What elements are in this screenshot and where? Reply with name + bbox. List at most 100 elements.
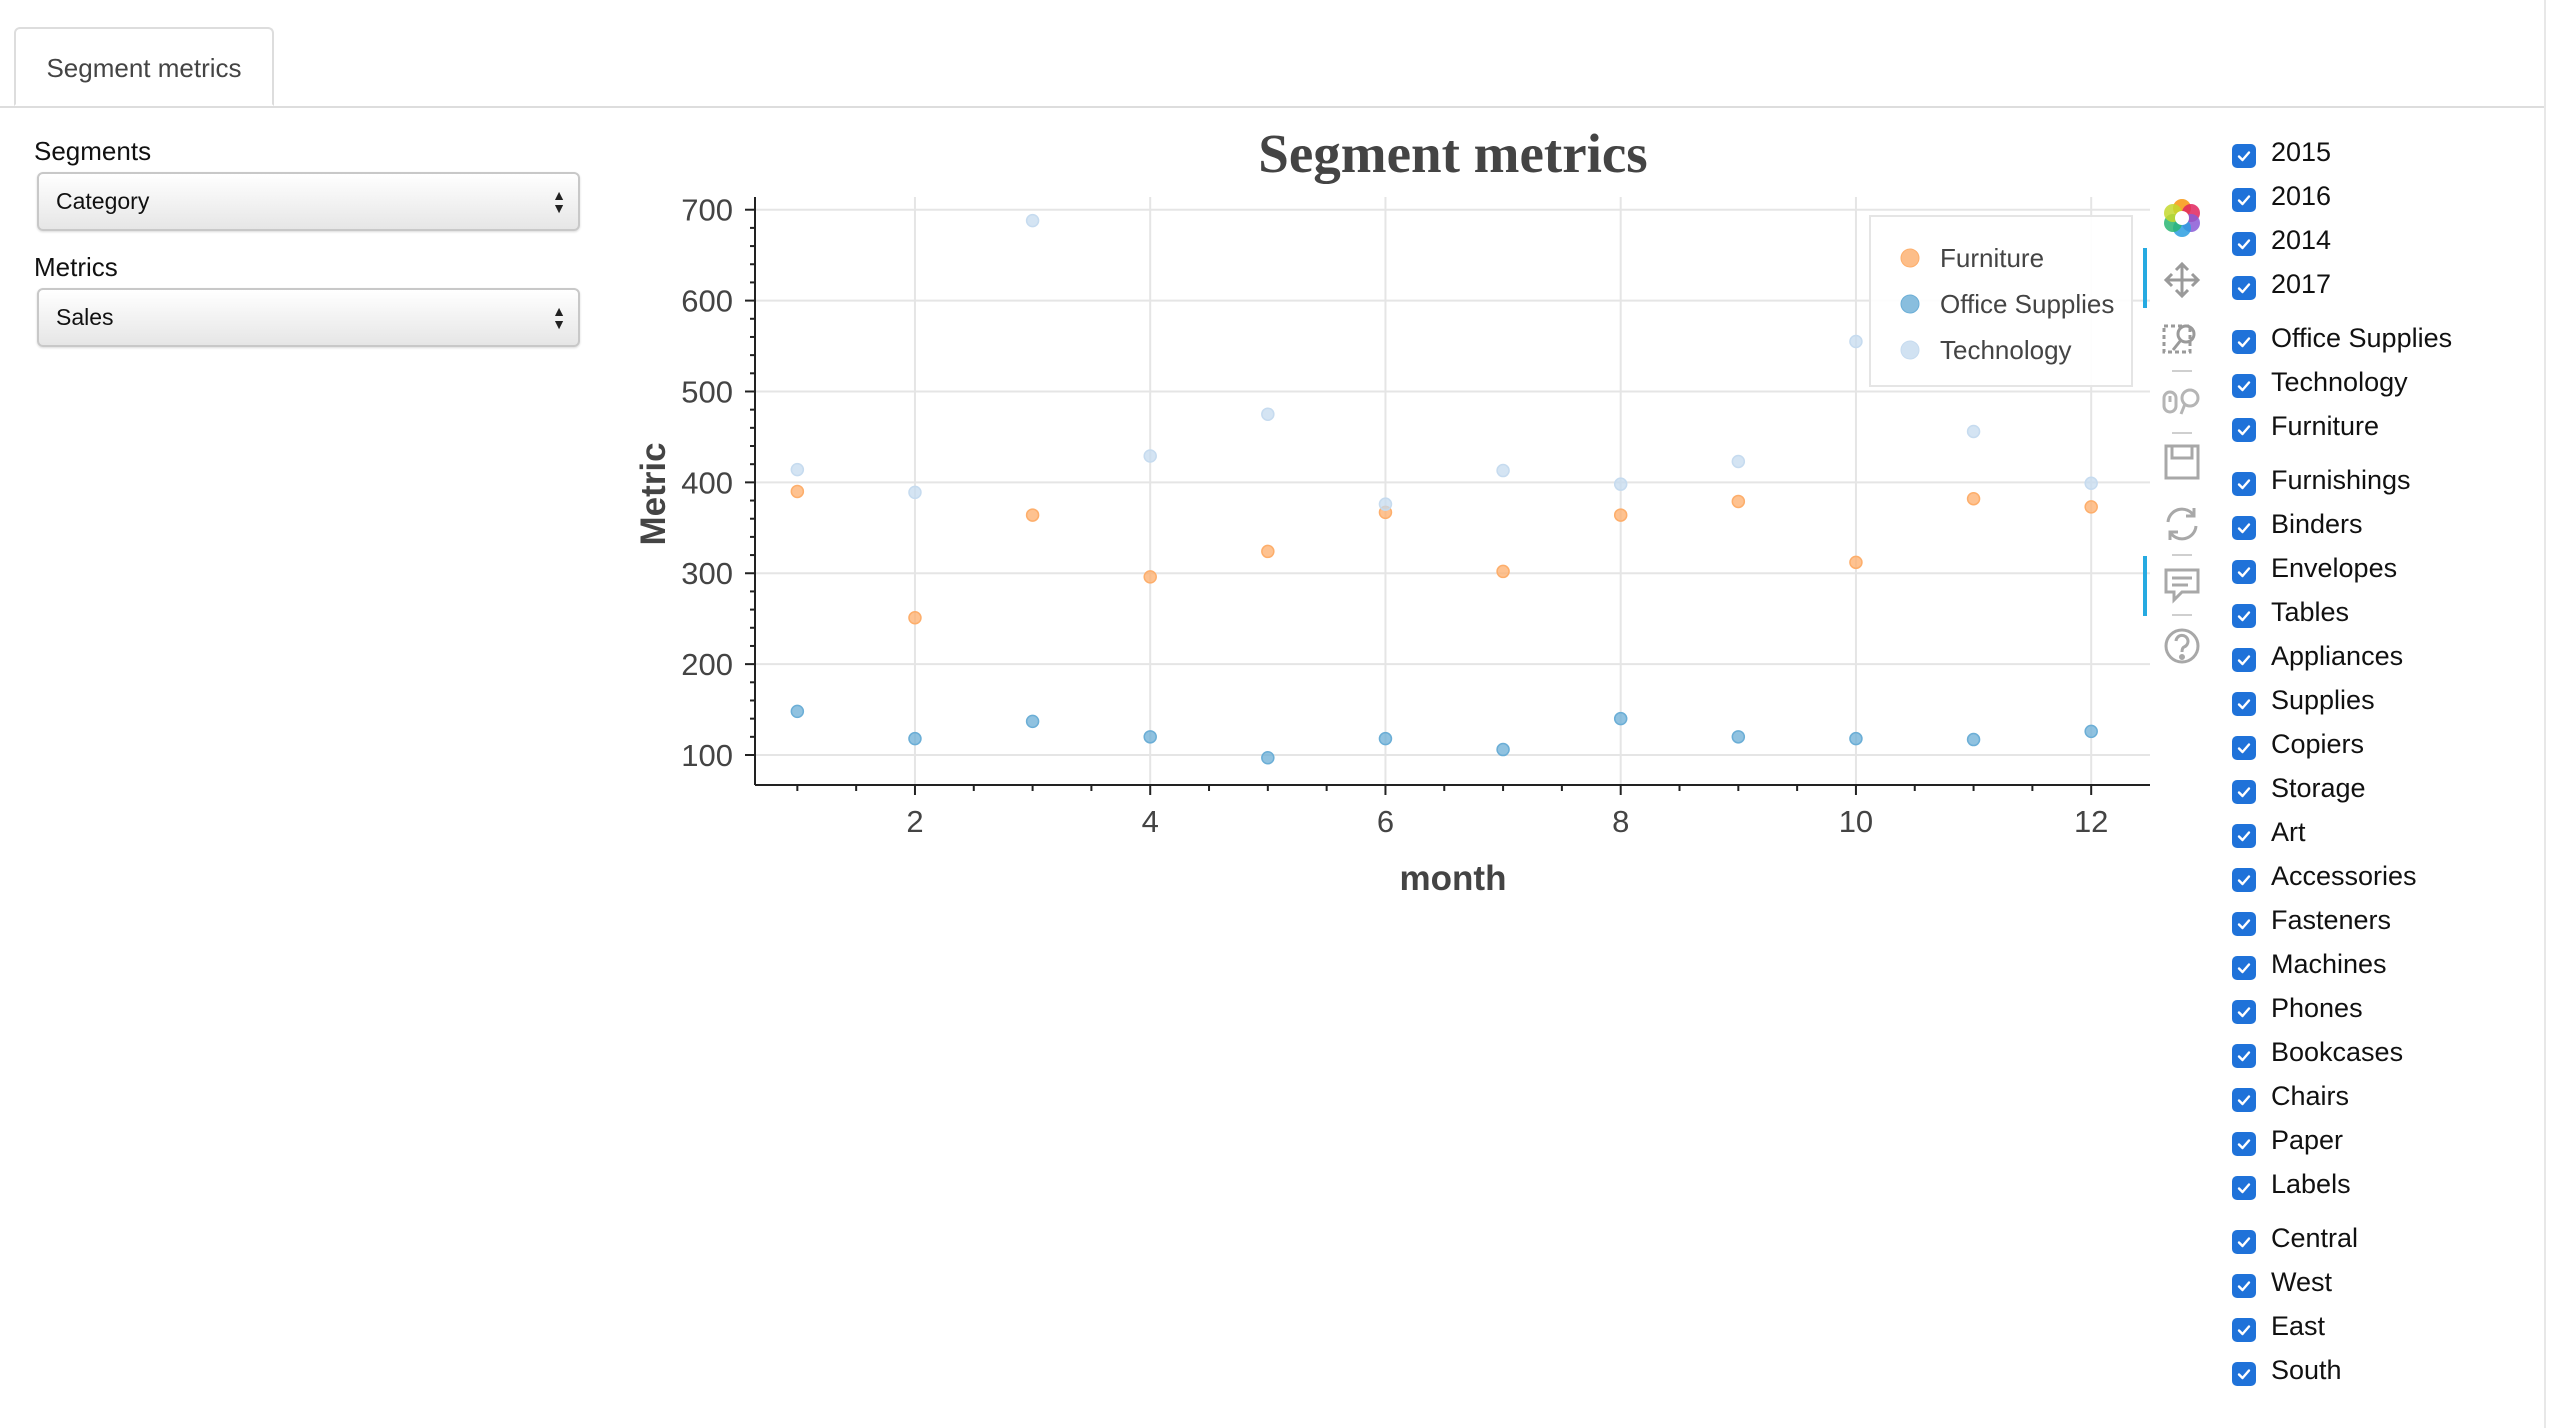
legend-swatch-furniture <box>1900 248 1920 268</box>
data-point-technology <box>1731 454 1746 469</box>
select-arrows-icon: ▲ ▼ <box>552 187 566 216</box>
checkmark-icon[interactable] <box>2232 1230 2256 1254</box>
checkmark-icon[interactable] <box>2232 824 2256 848</box>
metrics-select[interactable]: Sales ▲ ▼ <box>37 288 580 347</box>
x-tick-label: 6 <box>1377 804 1394 839</box>
checkmark-icon[interactable] <box>2232 1274 2256 1298</box>
filter-checkbox-furnishings[interactable]: Furnishings <box>2232 460 2411 500</box>
tab-bar: Segment metrics <box>0 0 2545 108</box>
filter-checkbox-paper[interactable]: Paper <box>2232 1120 2343 1160</box>
filter-checkbox-copiers[interactable]: Copiers <box>2232 724 2364 764</box>
x-tick-label: 10 <box>1839 804 1873 839</box>
checkmark-icon[interactable] <box>2232 418 2256 442</box>
filter-checkbox-east[interactable]: East <box>2232 1306 2325 1346</box>
hover-icon[interactable] <box>2160 562 2204 606</box>
filter-checkbox-chairs[interactable]: Chairs <box>2232 1076 2349 1116</box>
x-axis-label: month <box>1400 859 1507 898</box>
checkmark-icon[interactable] <box>2232 560 2256 584</box>
filter-checkbox-label: Accessories <box>2271 860 2417 891</box>
data-point-office-supplies <box>908 731 922 746</box>
toolbar-separator <box>2172 370 2192 372</box>
filter-checkbox-appliances[interactable]: Appliances <box>2232 636 2403 676</box>
filter-checkbox-office-supplies[interactable]: Office Supplies <box>2232 318 2452 358</box>
data-point-furniture <box>1025 508 1040 522</box>
filter-checkbox-labels[interactable]: Labels <box>2232 1164 2351 1204</box>
filter-checkbox-binders[interactable]: Binders <box>2232 504 2363 544</box>
reset-icon[interactable] <box>2160 502 2204 546</box>
checkmark-icon[interactable] <box>2232 144 2256 168</box>
checkmark-icon[interactable] <box>2232 1044 2256 1068</box>
filter-checkbox-2014[interactable]: 2014 <box>2232 220 2331 260</box>
filter-checkbox-label: Appliances <box>2271 640 2404 671</box>
data-point-technology <box>1025 213 1040 228</box>
filter-checkbox-envelopes[interactable]: Envelopes <box>2232 548 2397 588</box>
filter-checkbox-central[interactable]: Central <box>2232 1218 2358 1258</box>
checkmark-icon[interactable] <box>2232 1000 2256 1024</box>
filter-checkbox-tables[interactable]: Tables <box>2232 592 2349 632</box>
data-point-office-supplies <box>1496 742 1510 757</box>
checkmark-icon[interactable] <box>2232 516 2256 540</box>
data-point-technology <box>790 462 805 477</box>
data-point-technology <box>1966 424 1981 439</box>
filter-checkbox-label: Central <box>2271 1222 2359 1253</box>
checkmark-icon[interactable] <box>2232 374 2256 398</box>
segments-select-value: Category <box>56 188 150 214</box>
segments-select[interactable]: Category ▲ ▼ <box>37 172 580 231</box>
data-point-office-supplies <box>1143 730 1157 744</box>
data-point-furniture <box>1496 564 1510 579</box>
filter-checkbox-fasteners[interactable]: Fasteners <box>2232 900 2391 940</box>
filter-checkbox-2016[interactable]: 2016 <box>2232 176 2331 216</box>
filter-checkbox-supplies[interactable]: Supplies <box>2232 680 2375 720</box>
tab-segment-metrics[interactable]: Segment metrics <box>14 27 274 106</box>
filter-checkbox-phones[interactable]: Phones <box>2232 988 2363 1028</box>
checkmark-icon[interactable] <box>2232 780 2256 804</box>
chart-legend: Furniture Office Supplies Technology <box>1869 215 2133 387</box>
y-tick-label: 700 <box>681 193 733 228</box>
checkmark-icon[interactable] <box>2232 956 2256 980</box>
checkmark-icon[interactable] <box>2232 1362 2256 1386</box>
filter-checkbox-2015[interactable]: 2015 <box>2232 132 2331 172</box>
checkmark-icon[interactable] <box>2232 868 2256 892</box>
scatter-chart[interactable]: Segment metrics 2 4 6 8 10 12 100 200 300 400 500 6… <box>600 110 2200 910</box>
checkmark-icon[interactable] <box>2232 1132 2256 1156</box>
checkmark-icon[interactable] <box>2232 472 2256 496</box>
filter-checkbox-art[interactable]: Art <box>2232 812 2306 852</box>
data-point-furniture <box>1143 570 1157 584</box>
checkmark-icon[interactable] <box>2232 1176 2256 1200</box>
filter-checkbox-technology[interactable]: Technology <box>2232 362 2408 402</box>
checkmark-icon[interactable] <box>2232 648 2256 672</box>
bokeh-logo-icon[interactable] <box>2160 196 2204 240</box>
checkmark-icon[interactable] <box>2232 912 2256 936</box>
filter-checkbox-accessories[interactable]: Accessories <box>2232 856 2417 896</box>
hover-active-indicator <box>2143 556 2147 616</box>
filter-checkbox-west[interactable]: West <box>2232 1262 2332 1302</box>
checkmark-icon[interactable] <box>2232 1318 2256 1342</box>
y-tick-label: 500 <box>681 374 733 409</box>
box-zoom-icon[interactable] <box>2160 318 2204 362</box>
filter-checkbox-bookcases[interactable]: Bookcases <box>2232 1032 2403 1072</box>
checkmark-icon[interactable] <box>2232 1088 2256 1112</box>
checkmark-icon[interactable] <box>2232 188 2256 212</box>
checkmark-icon[interactable] <box>2232 232 2256 256</box>
filter-checkbox-label: Binders <box>2271 508 2363 539</box>
filter-checkbox-machines[interactable]: Machines <box>2232 944 2387 984</box>
checkmark-icon[interactable] <box>2232 604 2256 628</box>
save-icon[interactable] <box>2160 440 2204 484</box>
filter-checkbox-2017[interactable]: 2017 <box>2232 264 2331 304</box>
checkmark-icon[interactable] <box>2232 736 2256 760</box>
wheel-zoom-icon[interactable] <box>2160 380 2204 424</box>
pan-icon[interactable] <box>2160 258 2204 302</box>
filter-checkbox-storage[interactable]: Storage <box>2232 768 2366 808</box>
filter-checkbox-furniture[interactable]: Furniture <box>2232 406 2379 446</box>
checkmark-icon[interactable] <box>2232 692 2256 716</box>
help-icon[interactable] <box>2160 624 2204 668</box>
filter-checkbox-label: Phones <box>2271 992 2363 1023</box>
filter-checkbox-south[interactable]: South <box>2232 1350 2342 1390</box>
select-arrows-icon: ▲ ▼ <box>552 303 566 332</box>
filter-checkbox-label: Technology <box>2271 366 2408 397</box>
checkmark-icon[interactable] <box>2232 276 2256 300</box>
checkmark-icon[interactable] <box>2232 330 2256 354</box>
data-point-technology <box>1496 463 1510 478</box>
data-point-office-supplies <box>1966 732 1981 747</box>
filter-checkbox-label: 2014 <box>2271 224 2332 255</box>
